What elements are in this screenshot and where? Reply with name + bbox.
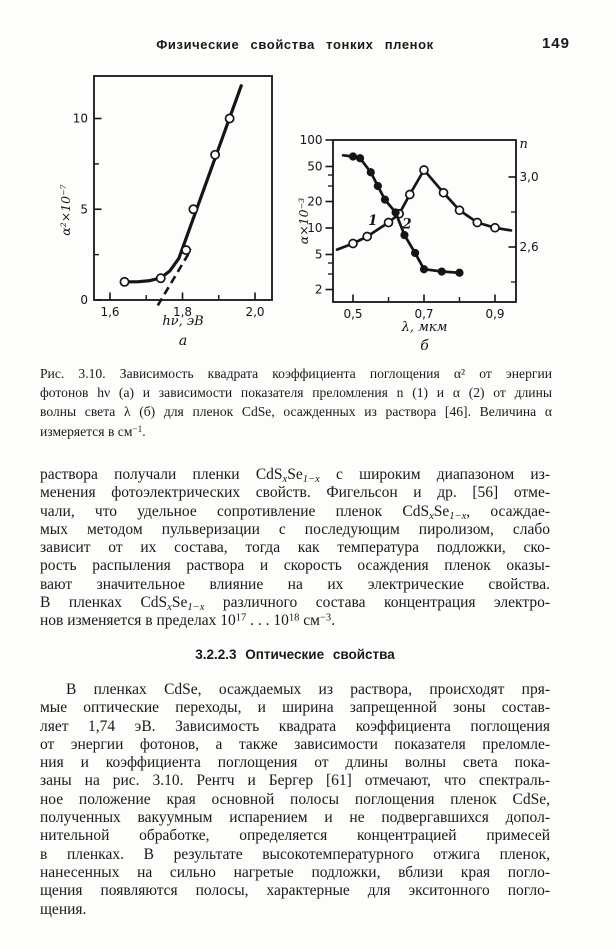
paragraph-optical-properties: В пленках CdSe, осаждаемых из раствора, …	[40, 681, 550, 919]
alpha-tick-label: 50	[307, 159, 322, 173]
text-line: полученных вакуумным испарением и не под…	[40, 809, 550, 827]
text-line: менения фотоэлектрических свойств. Фигел…	[40, 484, 550, 502]
plot-frame	[93, 75, 273, 301]
text-line: вают значительное влияние на их электрич…	[40, 575, 550, 593]
data-point	[119, 276, 130, 287]
data-point-filled	[373, 181, 382, 191]
running-title: Физические свойства тонких пленок	[156, 37, 434, 52]
y-axis-label: α²×10⁻⁷	[58, 184, 73, 235]
y-tick-label: 0	[80, 293, 88, 307]
curve-label-1: 1	[368, 213, 377, 229]
data-point-open	[472, 217, 483, 228]
panel-label-b: б	[420, 338, 429, 354]
text-line: нов изменяется в пределах 1017 . . . 101…	[40, 612, 336, 630]
data-point-filled	[380, 195, 390, 204]
paragraph-electrical-properties: раствора получали пленки CdSxSe1−x с шир…	[40, 466, 550, 631]
x-axis-label: hν, эВ	[162, 314, 203, 329]
data-point-filled	[366, 168, 375, 177]
data-point-open	[348, 238, 358, 249]
data-point-filled	[419, 265, 429, 274]
alpha-tick-label: 5	[315, 247, 323, 261]
chart-absorption-vs-photon-energy: 1,6 1,8 2,0 0 5 10 α²×10⁻⁷ hν, эВ а	[58, 75, 273, 349]
alpha-tick-label: 2	[315, 283, 323, 297]
panel-label-a: а	[179, 333, 187, 349]
data-point	[181, 245, 192, 256]
x-tick-label: 1,8	[173, 305, 192, 319]
data-point-open	[419, 165, 429, 175]
caption-line: измеряется в см−1.	[40, 423, 146, 439]
data-point-filled	[356, 154, 365, 163]
text-line: от энергии фотонов, а также зависимости …	[40, 735, 550, 753]
alpha-axis-label: α×10⁻³	[296, 198, 311, 244]
text-line: щения.	[40, 900, 87, 918]
text-line: В пленках CdSe, осаждаемых из раствора, …	[66, 681, 550, 698]
caption-line: волны света λ (б) для пленок CdSe, осажд…	[40, 404, 552, 420]
text-line: раствора получали пленки CdSxSe1−x с шир…	[40, 466, 550, 485]
alpha-tick-label: 10	[307, 221, 322, 235]
x-tick-label: 1,6	[100, 305, 119, 319]
data-point-filled	[391, 208, 400, 217]
n-tick-label: 2,6	[520, 240, 539, 254]
text-line: В пленках CdSxSe1−x различного состава к…	[40, 594, 550, 614]
text-line: ния и коэффициента поглощения от длины в…	[40, 754, 550, 772]
curve-label-2: 2	[401, 217, 411, 233]
text-line: заны на рис. 3.10. Рентч и Бергер [61] о…	[40, 772, 550, 790]
caption-line: Рис. 3.10. Зависимость квадрата коэффици…	[40, 366, 552, 381]
alpha-tick-label: 20	[307, 195, 322, 209]
data-point-open	[383, 217, 394, 228]
text-line: рость распыления раствора и скорость оса…	[40, 557, 550, 575]
text-line: мые оптические переходы, и ширина запрещ…	[40, 699, 550, 717]
text-line: нанесенных на сильно нагретые подложки, …	[40, 863, 550, 881]
caption-line: фотонов hν (а) и зависимости показателя …	[40, 385, 552, 401]
data-point	[224, 113, 235, 124]
data-point-filled	[400, 231, 409, 240]
data-point	[210, 149, 221, 160]
data-point-filled	[348, 152, 358, 161]
data-point	[188, 204, 199, 215]
text-line: мых методом пульверизации с последующим …	[40, 520, 550, 538]
data-point-filled	[455, 268, 464, 277]
dashed-extrapolation-line	[156, 248, 193, 307]
n-axis-label: n	[520, 137, 528, 152]
data-point-filled	[437, 267, 446, 276]
y-tick-label: 10	[73, 112, 88, 126]
data-point-open	[454, 205, 465, 216]
text-line: в пленках. В результате высокотемператур…	[40, 845, 550, 863]
text-line: щения появляются полосы, характерные для…	[40, 882, 550, 900]
chart-b-root: 100 50 20 10 5 2 3,0 2,6 n 0,5 0,7 0,9 α×10⁻³ λ, мкм б…	[296, 133, 539, 354]
plot-frame	[332, 139, 517, 303]
x-axis-label: λ, мкм	[401, 320, 448, 335]
x-tick-label: 0,5	[343, 307, 362, 321]
text-line: ляет 1,74 эВ. Зависимость квадрата коэфф…	[40, 717, 550, 735]
data-point-open	[362, 231, 373, 242]
y-tick-label: 5	[80, 202, 88, 216]
data-point-open	[490, 222, 500, 233]
data-point-open	[438, 187, 449, 198]
alpha-tick-label: 100	[300, 133, 323, 147]
data-point	[155, 273, 166, 284]
page-number: 149	[541, 35, 570, 52]
x-tick-label: 2,0	[245, 305, 264, 319]
n-tick-label: 3,0	[520, 170, 539, 184]
chart-alpha-n-vs-wavelength: 100 50 20 10 5 2 3,0 2,6 n 0,5 0,7 0,9 α×10⁻³ λ, мкм б…	[296, 133, 539, 354]
text-line: ное положение края основной полосы погло…	[40, 790, 550, 808]
x-tick-label: 0,9	[485, 307, 504, 321]
section-heading: 3.2.2.3 Оптические свойства	[195, 647, 395, 662]
figure-caption: Рис. 3.10. Зависимость квадрата коэффици…	[40, 364, 552, 441]
text-line: нительной обработке, определяется концен…	[40, 827, 550, 845]
data-point-filled	[411, 248, 420, 258]
text-line: чали, что удельное сопротивление пленок …	[40, 502, 550, 522]
chart-a-root: 1,6 1,8 2,0 0 5 10 α²×10⁻⁷ hν, эВ а	[58, 75, 273, 349]
x-tick-label: 0,7	[414, 307, 433, 321]
data-point-open	[404, 189, 415, 200]
text-line: зависит от их состава, тогда как темпера…	[40, 539, 550, 557]
